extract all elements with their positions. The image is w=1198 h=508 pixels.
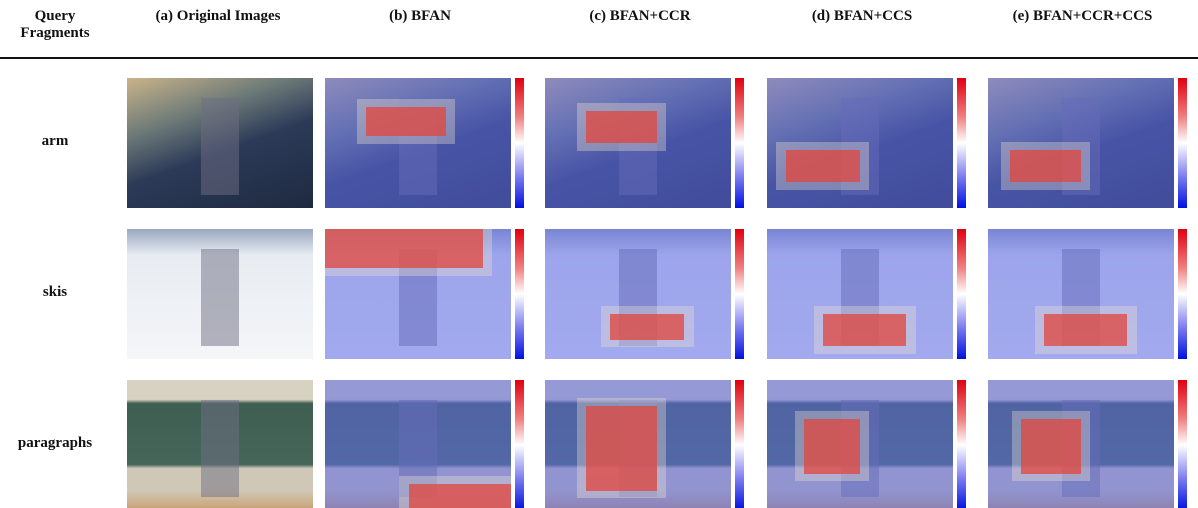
column-header: Query Fragments (0, 8, 110, 42)
colorbar (735, 380, 744, 508)
original-image (127, 380, 313, 508)
colorbar (735, 229, 744, 359)
colorbar (515, 229, 524, 359)
attention-map (545, 78, 731, 208)
original-image (127, 229, 313, 359)
row-label: arm (0, 133, 110, 150)
heat-region (409, 484, 511, 508)
colorbar (1178, 78, 1187, 208)
attention-map (767, 229, 953, 359)
attention-map (988, 78, 1174, 208)
heat-region (586, 406, 657, 491)
heat-region (325, 229, 483, 268)
colorbar (957, 229, 966, 359)
attention-map (545, 380, 731, 508)
colorbar (957, 380, 966, 508)
column-header: (c) BFAN+CCR (540, 8, 740, 25)
attention-map (545, 229, 731, 359)
attention-map (767, 380, 953, 508)
attention-map (325, 380, 511, 508)
heat-region (1021, 419, 1081, 474)
heat-region (610, 314, 684, 340)
row-label: paragraphs (0, 435, 110, 452)
original-image (127, 78, 313, 208)
figure (201, 400, 238, 498)
colorbar (735, 78, 744, 208)
colorbar (957, 78, 966, 208)
attention-map (988, 229, 1174, 359)
column-header: (d) BFAN+CCS (762, 8, 962, 25)
heat-region (586, 111, 657, 144)
header-rule (0, 57, 1198, 59)
heat-region (366, 107, 446, 137)
column-header: (e) BFAN+CCR+CCS (975, 8, 1190, 25)
heat-region (804, 419, 860, 474)
row-label: skis (0, 284, 110, 301)
heat-region (1010, 150, 1081, 183)
colorbar (515, 78, 524, 208)
figure (201, 98, 238, 196)
attention-map (988, 380, 1174, 508)
attention-map (767, 78, 953, 208)
attention-map (325, 78, 511, 208)
heat-region (1044, 314, 1128, 347)
column-header: (a) Original Images (120, 8, 316, 25)
colorbar (1178, 380, 1187, 508)
heat-region (786, 150, 860, 183)
colorbar (515, 380, 524, 508)
colorbar (1178, 229, 1187, 359)
attention-map (325, 229, 511, 359)
figure (201, 249, 238, 347)
heat-region (823, 314, 907, 347)
column-header: (b) BFAN (320, 8, 520, 25)
figure: Query Fragments (a) Original Images (b) … (0, 0, 1198, 508)
